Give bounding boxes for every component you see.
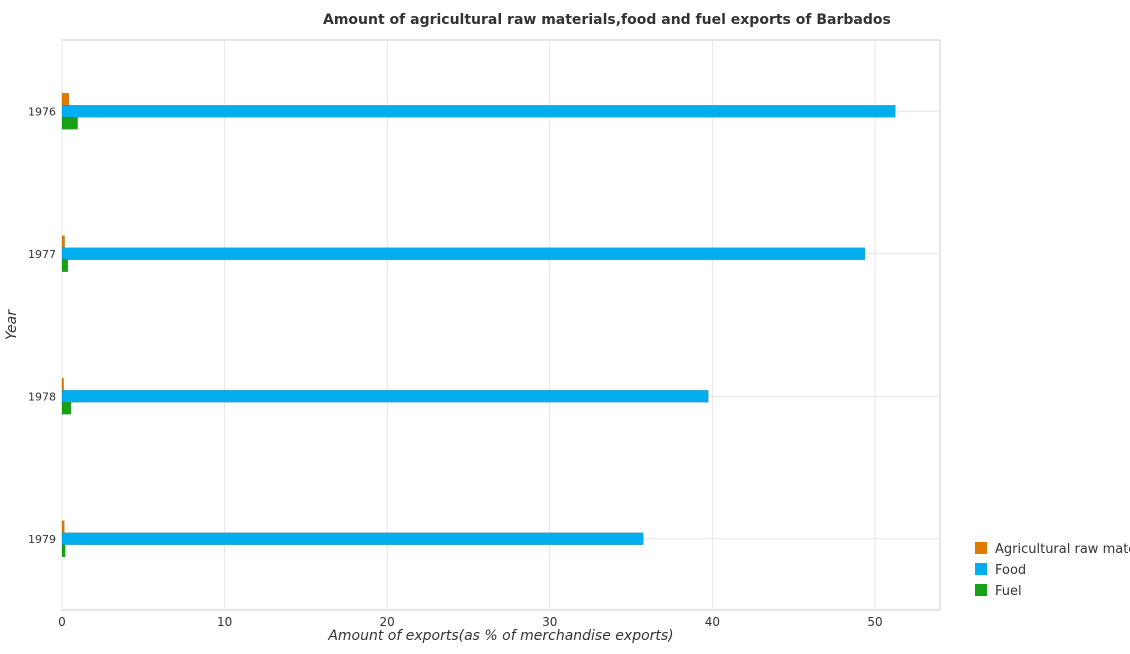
chart-title: Amount of agricultural raw materials,foo… — [323, 12, 891, 28]
y-ticks: 1976 1977 1978 1979 — [28, 105, 56, 546]
legend-label: Agricultural raw materials — [995, 542, 1130, 557]
y-tick-label: 1979 — [28, 533, 56, 546]
bar-food-1977 — [61, 247, 866, 260]
y-tick-label: 1976 — [28, 105, 56, 118]
bar-agricultural-raw-materials-1977 — [61, 235, 65, 248]
legend: Agricultural raw materials Food Fuel — [975, 542, 1130, 599]
bars — [61, 93, 896, 557]
legend-label: Fuel — [995, 584, 1022, 599]
x-tick-label: 30 — [542, 615, 557, 629]
x-tick-label: 50 — [867, 615, 882, 629]
legend-swatch — [975, 563, 987, 575]
bar-agricultural-raw-materials-1978 — [61, 378, 64, 391]
bar-food-1978 — [61, 390, 709, 403]
x-ticks: 0 10 20 30 40 50 — [58, 615, 882, 629]
bar-agricultural-raw-materials-1979 — [61, 520, 65, 533]
bar-food-1979 — [61, 532, 644, 545]
legend-label: Food — [995, 563, 1026, 578]
x-axis-label: Amount of exports(as % of merchandise ex… — [327, 628, 673, 644]
legend-swatch — [975, 584, 987, 596]
x-tick-label: 20 — [380, 615, 395, 629]
bar-fuel-1979 — [61, 544, 66, 557]
y-axis-label: Year — [4, 309, 20, 340]
y-tick-label: 1978 — [28, 390, 56, 403]
bar-food-1976 — [61, 105, 896, 118]
x-tick-label: 40 — [705, 615, 720, 629]
legend-swatch — [975, 542, 987, 554]
bar-fuel-1976 — [61, 117, 78, 130]
y-tick-label: 1977 — [28, 248, 56, 261]
x-tick-label: 0 — [58, 615, 66, 629]
plot-area — [61, 39, 941, 611]
x-tick-label: 10 — [217, 615, 232, 629]
bar-fuel-1977 — [61, 259, 69, 272]
bar-fuel-1978 — [61, 402, 72, 415]
bar-agricultural-raw-materials-1976 — [61, 93, 70, 106]
